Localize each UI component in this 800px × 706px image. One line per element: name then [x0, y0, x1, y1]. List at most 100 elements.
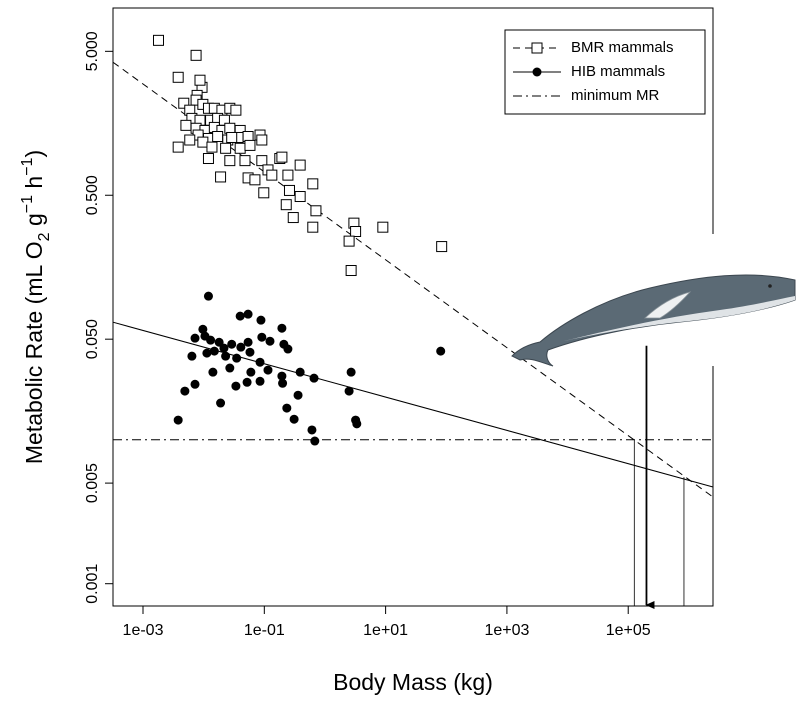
point [225, 363, 235, 373]
point [198, 324, 208, 334]
point [224, 155, 236, 167]
point [436, 241, 448, 253]
x-tick-label: 1e+05 [606, 622, 651, 639]
point [239, 155, 251, 167]
point [350, 225, 362, 237]
y-axis-title: Metabolic Rate (mL O2 g−1 h−1) [19, 150, 53, 464]
point [215, 171, 227, 183]
y-tick-label: 5.000 [84, 31, 101, 71]
point [173, 415, 183, 425]
point [243, 337, 253, 347]
point [287, 212, 299, 224]
legend-marker [531, 42, 543, 54]
point [352, 419, 362, 429]
point [235, 311, 245, 321]
point [208, 367, 218, 377]
point [216, 398, 226, 408]
y-axis-title-part: −1 [19, 157, 36, 175]
point [282, 403, 292, 413]
point [263, 365, 273, 375]
point [194, 74, 206, 86]
point [172, 141, 184, 153]
point [310, 436, 320, 446]
point [172, 71, 184, 83]
point [345, 265, 357, 277]
point [344, 386, 354, 396]
y-tick-label: 0.001 [84, 564, 101, 604]
point [276, 151, 288, 163]
point [206, 335, 216, 345]
point [184, 134, 196, 146]
point [436, 346, 446, 356]
legend-marker [532, 67, 542, 77]
point [246, 367, 256, 377]
point [230, 104, 242, 116]
point [309, 373, 319, 383]
point [242, 377, 252, 387]
point [190, 49, 202, 61]
point [202, 348, 212, 358]
y-axis-title-part: ) [21, 150, 47, 158]
legend-label: BMR mammals [571, 39, 674, 56]
whale-illustration [511, 274, 796, 367]
point [226, 131, 238, 143]
point [187, 351, 197, 361]
point [310, 205, 322, 217]
point [265, 336, 275, 346]
x-tick-label: 1e-01 [244, 622, 285, 639]
point [266, 169, 278, 181]
y-axis-title-part: 2 [36, 232, 53, 241]
point [289, 414, 299, 424]
point [232, 353, 242, 363]
point [277, 371, 287, 381]
point [377, 221, 389, 233]
point [224, 122, 236, 134]
x-tick-label: 1e-03 [123, 622, 164, 639]
point [180, 386, 190, 396]
point [190, 379, 200, 389]
y-axis-title-part: g [21, 213, 47, 232]
y-tick-label: 0.500 [84, 175, 101, 215]
point [190, 333, 200, 343]
point [343, 235, 355, 247]
point [227, 339, 237, 349]
point [219, 343, 229, 353]
point [307, 425, 317, 435]
point [202, 153, 214, 165]
point [255, 357, 265, 367]
point [152, 34, 164, 46]
point [212, 130, 224, 142]
x-tick-label: 1e+01 [363, 622, 408, 639]
point [234, 142, 246, 154]
point [243, 309, 253, 319]
point [295, 367, 305, 377]
y-axis-title-part: h [21, 176, 47, 195]
y-axis-title-part: Metabolic Rate (mL O [21, 241, 47, 464]
point [244, 139, 256, 151]
point [256, 315, 266, 325]
point [293, 390, 303, 400]
y-tick-label: 0.005 [84, 463, 101, 503]
point [307, 221, 319, 233]
point [256, 155, 268, 167]
point [255, 376, 265, 386]
fit-line [112, 321, 714, 488]
point [236, 342, 246, 352]
point [258, 187, 270, 199]
point [294, 191, 306, 203]
point [249, 174, 261, 186]
point [231, 381, 241, 391]
point [209, 346, 219, 356]
point [180, 119, 192, 131]
point [346, 367, 356, 377]
legend-label: HIB mammals [571, 63, 665, 80]
x-axis-title: Body Mass (kg) [333, 669, 493, 695]
point [278, 378, 288, 388]
point [277, 323, 287, 333]
point [282, 169, 294, 181]
point [280, 199, 292, 211]
y-axis-title-part: −1 [19, 195, 36, 213]
point [221, 351, 231, 361]
point [197, 136, 209, 148]
point [257, 332, 267, 342]
